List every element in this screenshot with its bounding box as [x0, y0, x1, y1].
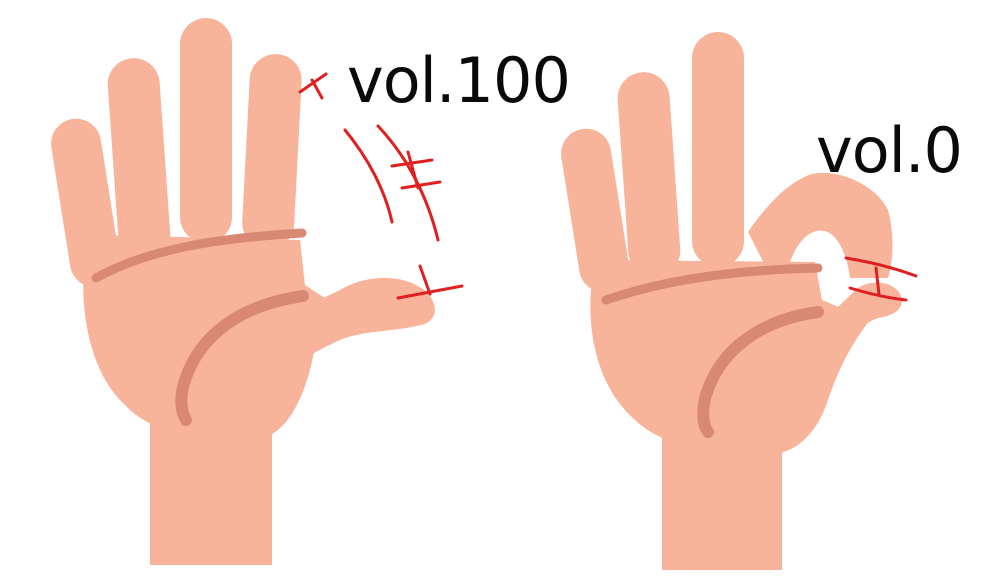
open-palm-hand-icon — [51, 18, 435, 565]
volume-min-label: vol.0 — [816, 114, 963, 187]
left-pinky — [51, 118, 120, 288]
pinch-mark-vertical — [874, 266, 881, 296]
pinch-gesture-hand-icon — [561, 32, 902, 570]
right-life-line — [697, 306, 824, 438]
left-ring — [107, 58, 171, 263]
pinch-mark-upper — [844, 256, 918, 278]
left-life-line — [175, 290, 309, 426]
thumb-tip-mark — [396, 264, 464, 300]
spread-arc-inner — [343, 128, 394, 224]
right-heart-line — [601, 263, 823, 305]
right-middle — [692, 32, 744, 267]
right-pinky — [561, 128, 630, 293]
right-index — [748, 172, 893, 278]
arc-tick-3 — [406, 150, 420, 190]
arc-tick-2 — [400, 180, 442, 190]
right-ring — [617, 72, 681, 277]
volume-max-label: vol.100 — [347, 44, 571, 117]
left-middle — [180, 18, 232, 243]
index-tip-tick — [298, 72, 328, 100]
left-thumb — [255, 277, 435, 372]
left-index — [242, 54, 302, 249]
pinch-mark-lower — [848, 286, 908, 302]
right-thumb — [800, 282, 902, 355]
red-annotation-marks — [298, 72, 918, 302]
left-heart-line — [91, 228, 307, 283]
